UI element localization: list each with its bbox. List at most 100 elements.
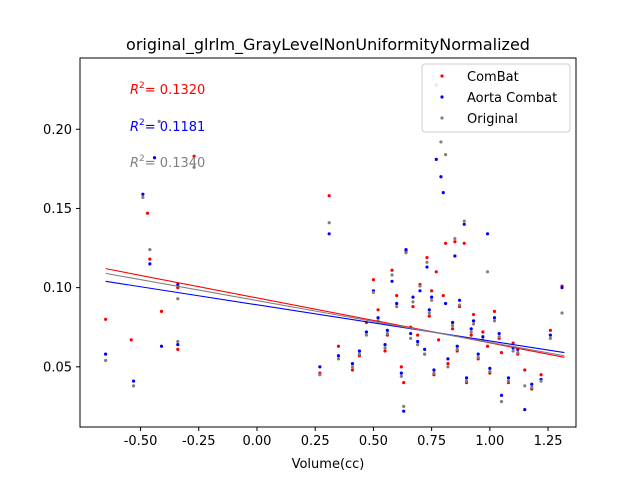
point-original: [336, 357, 341, 361]
y-tick-label: 0.10: [43, 281, 72, 296]
legend-label-aorta-combat: Aorta Combat: [467, 91, 557, 106]
point-original: [506, 379, 511, 383]
point-original: [497, 335, 501, 339]
x-tick-label: -0.50: [124, 434, 158, 449]
legend-marker-aorta-combat: [440, 95, 444, 99]
point-aorta-combat: [409, 331, 413, 336]
point-original: [492, 319, 497, 323]
point-aorta-combat: [523, 407, 527, 412]
point-aorta-combat: [364, 330, 369, 334]
point-aorta-combat: [469, 327, 473, 331]
point-aorta-combat: [457, 298, 462, 302]
point-aorta-combat: [471, 319, 476, 323]
point-combat: [425, 255, 429, 260]
point-original: [457, 303, 462, 307]
point-combat: [390, 268, 394, 272]
point-aorta-combat: [336, 354, 341, 358]
point-original: [383, 346, 387, 350]
point-combat: [469, 333, 473, 337]
point-aorta-combat: [390, 279, 394, 283]
point-original: [453, 236, 457, 241]
point-aorta-combat: [443, 301, 448, 306]
point-aorta-combat: [411, 295, 415, 299]
r2-aorta-combat: R2= 0.1181: [130, 118, 205, 135]
point-aorta-combat: [432, 368, 436, 372]
point-original: [176, 339, 180, 344]
point-original: [418, 284, 422, 288]
point-combat: [434, 270, 438, 274]
point-aorta-combat: [506, 376, 511, 380]
point-original: [430, 298, 434, 302]
point-aorta-combat: [548, 333, 552, 337]
y-tick-label: 0.05: [43, 360, 72, 375]
point-combat: [511, 341, 515, 345]
point-aorta-combat: [385, 328, 389, 332]
fit-line-aorta-combat: [105, 280, 565, 354]
point-aorta-combat: [425, 265, 429, 269]
point-combat: [402, 381, 406, 385]
point-aorta-combat: [427, 308, 431, 312]
point-original: [364, 333, 369, 337]
point-aorta-combat: [327, 232, 331, 236]
point-aorta-combat: [464, 376, 469, 380]
point-original: [523, 384, 527, 388]
point-original: [471, 322, 476, 326]
point-aorta-combat: [423, 347, 427, 351]
point-combat: [371, 278, 376, 282]
point-combat: [481, 330, 485, 334]
point-aorta-combat: [530, 382, 534, 386]
point-original: [560, 311, 564, 315]
point-combat: [176, 347, 180, 351]
point-original: [327, 221, 331, 225]
r2-original-value: = 0.1340: [145, 156, 206, 171]
point-aorta-combat: [141, 192, 145, 196]
point-combat: [159, 309, 164, 313]
legend: ComBat Aorta Combat Original: [421, 63, 571, 133]
fit-line-original: [105, 272, 565, 357]
point-aorta-combat: [453, 254, 457, 258]
point-aorta-combat: [176, 343, 180, 347]
x-tick-label: 1.25: [534, 434, 563, 449]
point-original: [350, 365, 355, 369]
point-combat: [148, 257, 152, 261]
r2-combat-value: = 0.1320: [145, 83, 206, 98]
plot-area: [104, 83, 564, 413]
point-aorta-combat: [430, 295, 434, 299]
point-original: [404, 251, 408, 255]
point-combat: [350, 368, 355, 372]
point-original: [485, 270, 490, 274]
point-aorta-combat: [560, 286, 564, 290]
point-aorta-combat: [152, 156, 157, 160]
point-combat: [437, 338, 441, 342]
point-aorta-combat: [462, 222, 466, 226]
point-combat: [471, 312, 476, 317]
point-aorta-combat: [418, 289, 422, 293]
point-original: [416, 343, 420, 347]
chart-title: original_glrlm_GrayLevelNonUniformityNor…: [126, 35, 530, 55]
x-tick-label: 0.00: [242, 434, 271, 449]
point-original: [176, 297, 180, 301]
x-axis-label: Volume(cc): [292, 457, 365, 472]
point-original: [411, 300, 415, 304]
axes: -0.50 -0.25 0.00 0.25 0.50 0.75 1.00 1.25 0.05 0.…: [43, 123, 562, 449]
legend-marker-original: [440, 116, 444, 120]
x-tick-label: 0.50: [359, 434, 388, 449]
point-original: [141, 195, 145, 199]
point-original: [530, 385, 534, 390]
point-original: [402, 404, 406, 409]
point-original: [423, 352, 427, 356]
r2-combat: R2= 0.1320: [130, 81, 205, 98]
point-combat: [395, 293, 399, 298]
point-combat: [327, 194, 331, 198]
point-aorta-combat: [439, 175, 443, 179]
point-original: [469, 330, 473, 334]
point-original: [499, 400, 504, 404]
point-aorta-combat: [376, 316, 380, 320]
point-combat: [376, 308, 380, 312]
point-original: [104, 358, 108, 363]
y-tick-label: 0.20: [43, 123, 72, 138]
point-original: [357, 352, 362, 356]
point-aorta-combat: [485, 232, 490, 236]
point-original: [148, 248, 152, 252]
point-aorta-combat: [497, 331, 501, 336]
